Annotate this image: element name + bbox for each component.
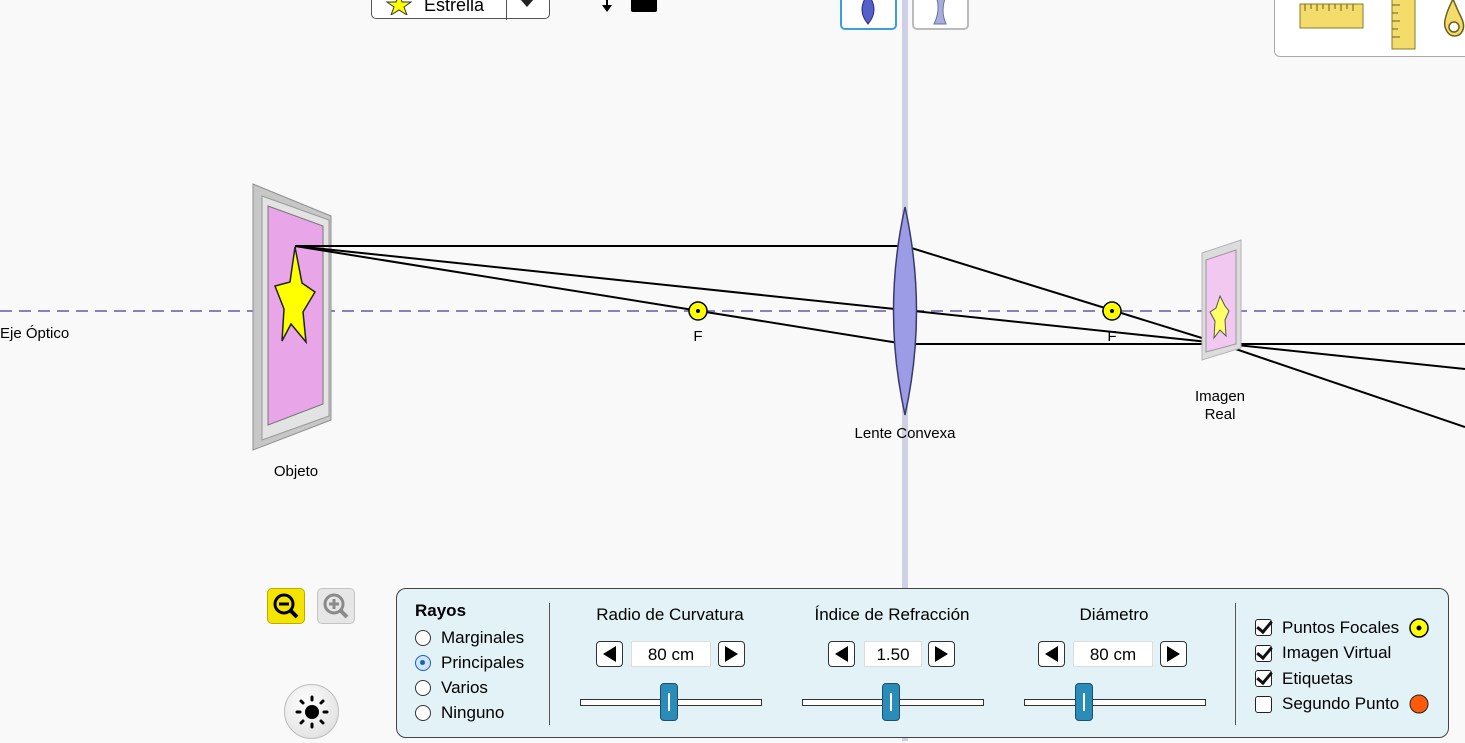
checkbox-label: Segundo Punto xyxy=(1282,694,1400,714)
arrow-left-icon xyxy=(603,646,616,662)
checkbox[interactable] xyxy=(1255,695,1272,713)
object-type-label: Estrella xyxy=(424,0,485,15)
focal-point-left-label: F xyxy=(693,328,702,345)
object-star-icon xyxy=(273,246,317,345)
radio-button[interactable] xyxy=(415,679,431,696)
index-increase-button[interactable] xyxy=(928,641,955,667)
vertical-ruler-icon[interactable] xyxy=(1390,0,1418,51)
principal-rays xyxy=(294,245,1465,428)
horizontal-ruler-icon[interactable] xyxy=(1299,3,1365,31)
radio-label: Principales xyxy=(441,652,525,672)
real-image-frame xyxy=(1201,239,1242,361)
zoom-in-button[interactable] xyxy=(317,588,355,624)
checkbox-label: Etiquetas xyxy=(1282,668,1353,688)
radio-button[interactable] xyxy=(415,629,431,646)
zoom-in-icon xyxy=(323,593,349,619)
diameter-slider-thumb[interactable] xyxy=(1075,683,1093,721)
checkbox-second-point[interactable]: Segundo Punto xyxy=(1255,692,1430,718)
rays-group: Rayos Marginales Principales Varios Ning… xyxy=(415,601,524,725)
panel-divider xyxy=(1235,603,1236,725)
diameter-slider-track[interactable] xyxy=(1024,699,1206,706)
radius-increase-button[interactable] xyxy=(718,641,745,667)
radio-button[interactable] xyxy=(415,704,431,721)
checkbox-focal-points[interactable]: Puntos Focales xyxy=(1255,615,1430,641)
radius-value[interactable]: 80 cm xyxy=(631,641,711,667)
radio-button[interactable] xyxy=(415,654,431,671)
checkbox-label: Puntos Focales xyxy=(1282,617,1400,637)
control-panel: Rayos Marginales Principales Varios Ning… xyxy=(396,588,1449,738)
index-value[interactable]: 1.50 xyxy=(864,641,922,667)
radius-title: Radio de Curvatura xyxy=(596,605,744,624)
display-options: Puntos Focales Imagen Virtual Etiquetas … xyxy=(1255,615,1430,717)
move-arrows-icon xyxy=(602,0,657,12)
concave-lens-icon xyxy=(933,0,947,25)
diameter-decrease-button[interactable] xyxy=(1038,641,1065,667)
convex-lens-button[interactable] xyxy=(840,0,897,30)
optical-axis-label: Eje Óptico xyxy=(0,325,69,342)
object-frame[interactable] xyxy=(252,183,332,451)
radio-principales[interactable]: Principales xyxy=(415,650,524,675)
star-icon xyxy=(386,0,412,15)
convex-lens-icon xyxy=(861,0,875,25)
checkbox-labels[interactable]: Etiquetas xyxy=(1255,666,1430,692)
checkbox[interactable] xyxy=(1255,670,1272,688)
object-type-dropdown[interactable]: Estrella xyxy=(371,0,550,20)
light-source-button[interactable] xyxy=(284,684,339,739)
object-label: Objeto xyxy=(274,463,318,480)
panel-divider xyxy=(549,603,550,725)
checkbox[interactable] xyxy=(1255,619,1272,637)
image-star-icon xyxy=(1209,294,1230,340)
concave-lens-button[interactable] xyxy=(912,0,969,30)
light-bulb-icon xyxy=(295,695,329,729)
dropdown-divider xyxy=(506,0,507,20)
radius-slider-thumb[interactable] xyxy=(660,683,678,721)
second-point-icon xyxy=(1409,694,1429,714)
focal-point-icon xyxy=(1409,618,1429,638)
focal-point-left[interactable] xyxy=(688,301,708,321)
arrow-left-icon xyxy=(1045,646,1058,662)
radio-label: Ninguno xyxy=(441,702,505,722)
move-tool[interactable] xyxy=(593,0,663,21)
arrow-right-icon xyxy=(725,646,738,662)
checkbox[interactable] xyxy=(1255,644,1272,662)
image-label-line2: Real xyxy=(1205,406,1236,423)
zoom-out-icon xyxy=(273,593,299,619)
radio-marginales[interactable]: Marginales xyxy=(415,625,524,650)
zoom-out-button[interactable] xyxy=(267,588,305,624)
convex-lens[interactable] xyxy=(892,206,918,416)
index-title: Índice de Refracción xyxy=(814,605,970,624)
checkbox-label: Imagen Virtual xyxy=(1282,643,1392,663)
index-decrease-button[interactable] xyxy=(828,641,855,667)
checkbox-virtual-image[interactable]: Imagen Virtual xyxy=(1255,641,1430,667)
diameter-title: Diámetro xyxy=(1079,605,1149,624)
image-label-line1: Imagen xyxy=(1195,388,1245,405)
intensity-meter-icon[interactable] xyxy=(1439,0,1465,41)
diameter-value[interactable]: 80 cm xyxy=(1073,641,1153,667)
focal-point-right-label: F xyxy=(1107,328,1116,345)
radio-label: Varios xyxy=(441,677,488,697)
index-slider-thumb[interactable] xyxy=(882,683,900,721)
focal-point-right[interactable] xyxy=(1102,301,1122,321)
radio-varios[interactable]: Varios xyxy=(415,675,524,700)
arrow-right-icon xyxy=(935,646,948,662)
arrow-right-icon xyxy=(1167,646,1180,662)
radio-label: Marginales xyxy=(441,627,525,647)
diameter-increase-button[interactable] xyxy=(1160,641,1187,667)
chevron-down-icon[interactable] xyxy=(520,0,534,7)
radio-ninguno[interactable]: Ninguno xyxy=(415,700,524,725)
lens-label: Lente Convexa xyxy=(855,425,957,442)
rays-title: Rayos xyxy=(415,601,467,620)
radius-decrease-button[interactable] xyxy=(596,641,623,667)
tool-box xyxy=(1274,0,1465,57)
arrow-left-icon xyxy=(835,646,848,662)
